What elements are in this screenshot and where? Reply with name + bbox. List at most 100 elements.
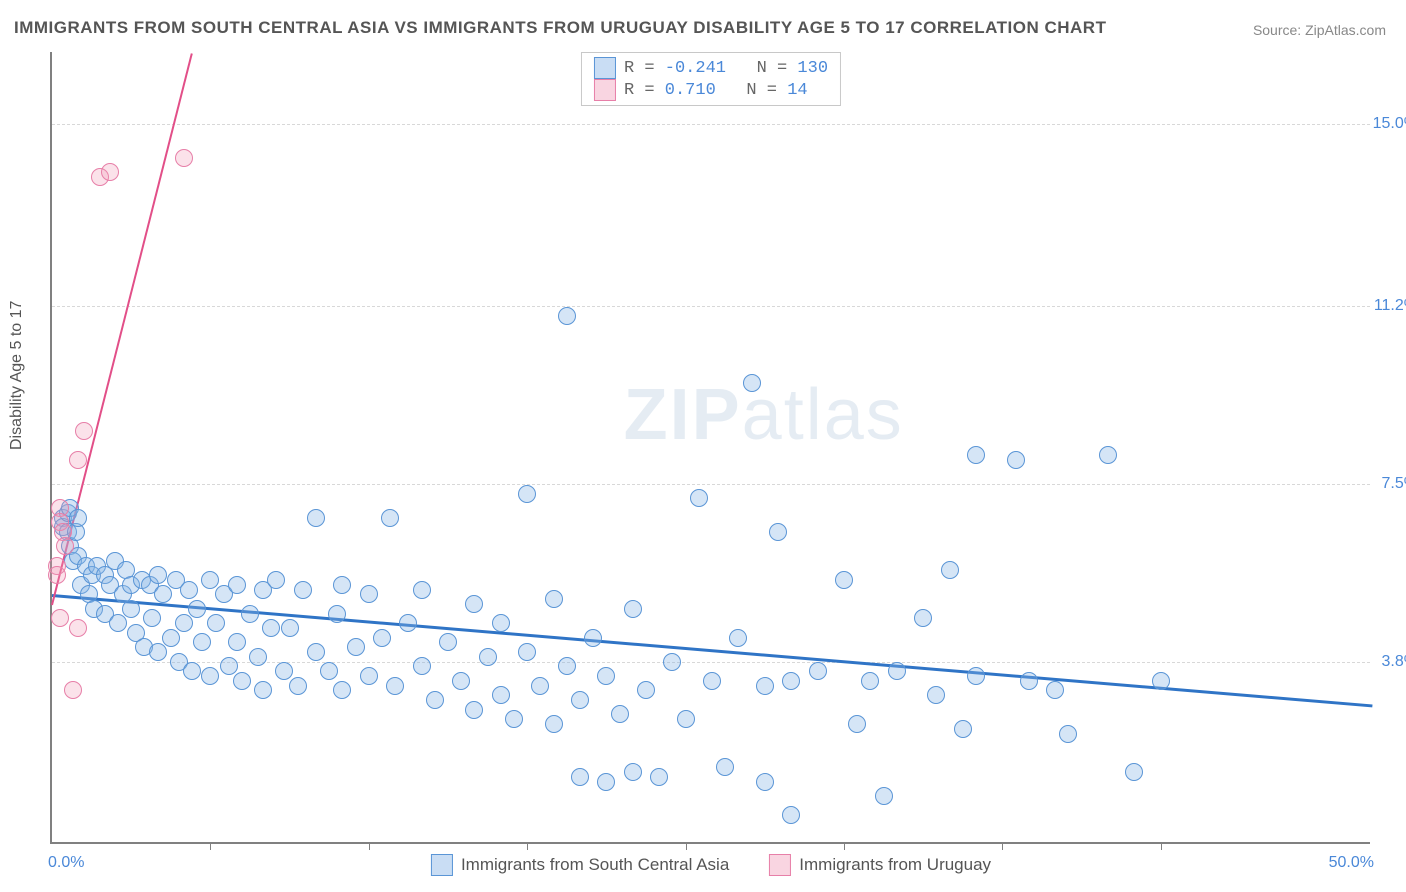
y-tick-label: 11.2% bbox=[1374, 297, 1406, 315]
data-point bbox=[56, 537, 74, 555]
data-point bbox=[201, 667, 219, 685]
data-point bbox=[439, 633, 457, 651]
x-tick bbox=[369, 842, 370, 850]
x-tick bbox=[210, 842, 211, 850]
gridline bbox=[52, 484, 1370, 485]
data-point bbox=[690, 489, 708, 507]
data-point bbox=[927, 686, 945, 704]
data-point bbox=[101, 163, 119, 181]
data-point bbox=[914, 609, 932, 627]
data-point bbox=[413, 581, 431, 599]
legend-series-label: Immigrants from South Central Asia bbox=[461, 855, 729, 875]
data-point bbox=[75, 422, 93, 440]
data-point bbox=[175, 614, 193, 632]
data-point bbox=[782, 672, 800, 690]
data-point bbox=[328, 605, 346, 623]
data-point bbox=[518, 485, 536, 503]
data-point bbox=[1152, 672, 1170, 690]
data-point bbox=[558, 307, 576, 325]
data-point bbox=[109, 614, 127, 632]
legend-series-label: Immigrants from Uruguay bbox=[799, 855, 991, 875]
data-point bbox=[558, 657, 576, 675]
data-point bbox=[624, 763, 642, 781]
data-point bbox=[64, 681, 82, 699]
data-point bbox=[941, 561, 959, 579]
legend-stat-text: R = 0.710 N = 14 bbox=[624, 81, 808, 100]
data-point bbox=[154, 585, 172, 603]
legend-swatch bbox=[594, 79, 616, 101]
data-point bbox=[254, 681, 272, 699]
x-tick bbox=[1161, 842, 1162, 850]
data-point bbox=[729, 629, 747, 647]
data-point bbox=[289, 677, 307, 695]
data-point bbox=[294, 581, 312, 599]
data-point bbox=[716, 758, 734, 776]
gridline bbox=[52, 124, 1370, 125]
data-point bbox=[1059, 725, 1077, 743]
data-point bbox=[233, 672, 251, 690]
y-axis-label: Disability Age 5 to 17 bbox=[8, 301, 26, 450]
x-max-label: 50.0% bbox=[1329, 854, 1374, 872]
data-point bbox=[492, 614, 510, 632]
watermark: ZIPatlas bbox=[624, 374, 904, 456]
data-point bbox=[1007, 451, 1025, 469]
data-point bbox=[333, 576, 351, 594]
data-point bbox=[51, 609, 69, 627]
data-point bbox=[492, 686, 510, 704]
data-point bbox=[241, 605, 259, 623]
data-point bbox=[769, 523, 787, 541]
data-point bbox=[373, 629, 391, 647]
data-point bbox=[597, 667, 615, 685]
data-point bbox=[611, 705, 629, 723]
data-point bbox=[122, 600, 140, 618]
data-point bbox=[320, 662, 338, 680]
data-point bbox=[875, 787, 893, 805]
data-point bbox=[262, 619, 280, 637]
data-point bbox=[637, 681, 655, 699]
data-point bbox=[207, 614, 225, 632]
data-point bbox=[1046, 681, 1064, 699]
data-point bbox=[571, 768, 589, 786]
data-point bbox=[162, 629, 180, 647]
data-point bbox=[967, 667, 985, 685]
data-point bbox=[518, 643, 536, 661]
legend-series-item: Immigrants from South Central Asia bbox=[431, 854, 729, 876]
x-min-label: 0.0% bbox=[48, 854, 84, 872]
data-point bbox=[954, 720, 972, 738]
data-point bbox=[347, 638, 365, 656]
data-point bbox=[143, 609, 161, 627]
data-point bbox=[267, 571, 285, 589]
legend-stat-row: R = 0.710 N = 14 bbox=[594, 79, 828, 101]
data-point bbox=[703, 672, 721, 690]
data-point bbox=[413, 657, 431, 675]
data-point bbox=[175, 149, 193, 167]
data-point bbox=[426, 691, 444, 709]
data-point bbox=[281, 619, 299, 637]
x-tick bbox=[1002, 842, 1003, 850]
plot-area: ZIPatlas R = -0.241 N = 130 R = 0.710 N =… bbox=[50, 52, 1370, 844]
legend-stat-text: R = -0.241 N = 130 bbox=[624, 59, 828, 78]
data-point bbox=[399, 614, 417, 632]
data-point bbox=[220, 657, 238, 675]
data-point bbox=[465, 595, 483, 613]
data-point bbox=[193, 633, 211, 651]
x-tick bbox=[686, 842, 687, 850]
x-tick bbox=[844, 842, 845, 850]
data-point bbox=[69, 509, 87, 527]
x-tick bbox=[527, 842, 528, 850]
data-point bbox=[809, 662, 827, 680]
data-point bbox=[835, 571, 853, 589]
legend-swatch bbox=[769, 854, 791, 876]
data-point bbox=[597, 773, 615, 791]
data-point bbox=[663, 653, 681, 671]
source-attribution: Source: ZipAtlas.com bbox=[1253, 22, 1386, 38]
data-point bbox=[275, 662, 293, 680]
legend-swatch bbox=[594, 57, 616, 79]
data-point bbox=[452, 672, 470, 690]
data-point bbox=[1020, 672, 1038, 690]
data-point bbox=[782, 806, 800, 824]
data-point bbox=[531, 677, 549, 695]
data-point bbox=[228, 576, 246, 594]
y-tick-label: 3.8% bbox=[1382, 653, 1406, 671]
data-point bbox=[545, 715, 563, 733]
